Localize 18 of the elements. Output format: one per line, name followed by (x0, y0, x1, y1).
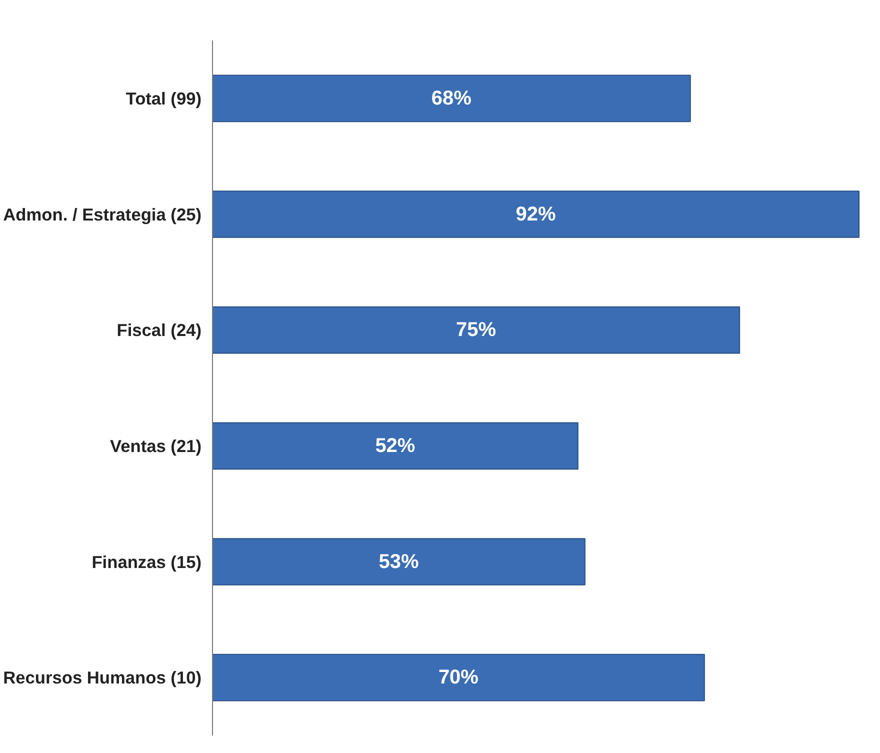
data-label: 70% (438, 666, 479, 689)
y-tick-label: Recursos Humanos (10) (3, 668, 202, 688)
data-label: 53% (378, 550, 419, 573)
y-tick-label: Total (99) (126, 88, 202, 108)
y-tick-label: Ventas (21) (110, 436, 202, 456)
bar (212, 74, 691, 122)
y-tick-label: Admon. / Estrategia (25) (3, 204, 202, 224)
bar (212, 538, 586, 586)
y-tick-label: Finanzas (15) (92, 552, 202, 572)
bar (212, 654, 705, 702)
bar (212, 422, 578, 470)
data-label: 75% (456, 319, 496, 342)
bar (212, 190, 860, 238)
data-label: 92% (516, 203, 556, 226)
data-label: 68% (431, 87, 472, 110)
data-label: 52% (375, 434, 416, 457)
bar (212, 306, 740, 354)
y-tick-label: Fiscal (24) (116, 320, 202, 340)
